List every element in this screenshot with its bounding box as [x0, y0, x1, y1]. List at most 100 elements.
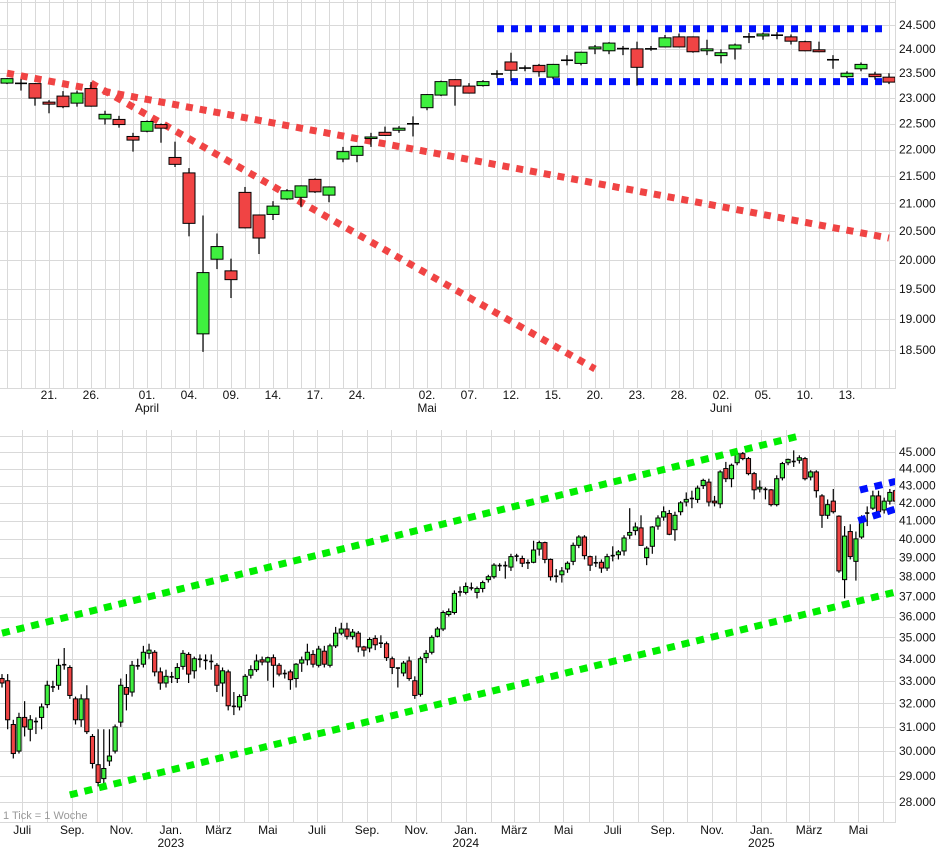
candle: [392, 126, 406, 133]
x-tick-label: 05.: [755, 388, 772, 402]
candle-body: [604, 556, 610, 569]
candle-body: [146, 649, 152, 654]
candle: [672, 511, 678, 541]
candle-body: [485, 576, 491, 581]
tick-interval-note: 1 Tick = 1 Woche: [3, 810, 87, 822]
candle: [768, 488, 774, 507]
candle-body: [392, 127, 406, 131]
candle: [163, 669, 169, 688]
candle: [98, 110, 112, 125]
candle-body: [248, 669, 254, 676]
candle: [448, 79, 462, 106]
candle: [798, 40, 812, 52]
candle: [259, 656, 265, 666]
candle-body: [757, 486, 763, 490]
weekly-chart-panel: 28.000 29.000 30.000 31.000 32.000 33.000 34.0…: [0, 430, 936, 850]
candle: [638, 515, 644, 546]
candle-body: [504, 61, 518, 71]
candle: [446, 608, 452, 617]
candle-body: [587, 556, 593, 566]
x-tick-label: Nov.: [405, 823, 429, 837]
candle: [322, 186, 336, 203]
candle: [751, 471, 757, 500]
y-tick-label: 42.000: [899, 496, 936, 510]
candle: [645, 45, 657, 51]
trendline: [89, 80, 597, 372]
x-tick-label: Nov.: [110, 823, 134, 837]
candle-body: [22, 716, 28, 728]
candle: [819, 494, 825, 528]
candle-body: [530, 549, 537, 563]
candle-body: [224, 270, 238, 281]
candle-body: [140, 120, 154, 132]
candle: [209, 654, 214, 670]
candle-body: [666, 513, 672, 535]
candle: [554, 568, 559, 583]
candle-body: [627, 531, 633, 536]
candle: [469, 582, 474, 591]
y-tick-label: 22.000: [899, 143, 936, 157]
x-tick-label: 15.: [545, 388, 562, 402]
candle-body: [462, 85, 476, 94]
candle: [62, 647, 67, 670]
candle-body: [238, 191, 252, 229]
candle: [784, 34, 798, 45]
candle-body: [658, 37, 672, 48]
candle: [827, 55, 839, 69]
y-tick-label: 45.000: [899, 445, 936, 459]
candle-body: [836, 515, 842, 572]
candle-body: [219, 670, 226, 684]
candle-body: [491, 564, 497, 578]
candle: [67, 665, 73, 699]
candle-body: [711, 500, 718, 504]
candle: [180, 650, 186, 670]
candle: [112, 724, 118, 754]
x-tick-label: Nov.: [700, 823, 724, 837]
daily-chart-panel: 18.500 19.000 19.500 20.000 20.500 21.000 21.5…: [0, 0, 936, 415]
candle: [389, 656, 395, 675]
candle: [847, 524, 853, 560]
candle-body: [378, 131, 392, 136]
candle: [536, 540, 542, 556]
candle: [457, 586, 463, 597]
candle-body: [163, 675, 169, 684]
y-tick-label: 34.000: [899, 652, 936, 666]
candle: [559, 567, 565, 583]
candle-body: [5, 680, 11, 721]
candle-body: [16, 716, 22, 752]
candle-body: [118, 684, 124, 723]
candle: [42, 100, 56, 114]
candle-body: [266, 205, 280, 215]
candle: [632, 522, 638, 536]
candle: [316, 645, 322, 668]
candle-body: [661, 511, 667, 518]
x-tick-label: Mai: [258, 823, 277, 837]
trendline: [1, 432, 801, 637]
candle: [16, 712, 22, 754]
candle: [757, 480, 763, 493]
candle: [174, 663, 180, 684]
candle: [808, 470, 814, 481]
x-tick-label: Jan.: [750, 823, 773, 837]
candle: [694, 485, 701, 503]
candle: [5, 674, 11, 730]
candle-body: [714, 52, 728, 57]
candle: [621, 535, 627, 556]
candle: [711, 495, 718, 507]
candle-body: [276, 664, 282, 675]
candle: [0, 78, 14, 85]
candle-body: [519, 557, 525, 564]
candle-body: [819, 495, 825, 516]
candle: [593, 555, 598, 568]
x-tick-label: 02.: [713, 388, 730, 402]
candle: [395, 667, 400, 688]
candle: [55, 658, 62, 690]
candle-body: [304, 651, 310, 661]
candle-body: [364, 136, 378, 140]
candle-body: [157, 671, 163, 684]
candle: [542, 541, 548, 564]
candle: [146, 643, 152, 659]
candle: [728, 463, 735, 488]
candle-body: [621, 537, 627, 552]
candle-body: [474, 587, 480, 593]
